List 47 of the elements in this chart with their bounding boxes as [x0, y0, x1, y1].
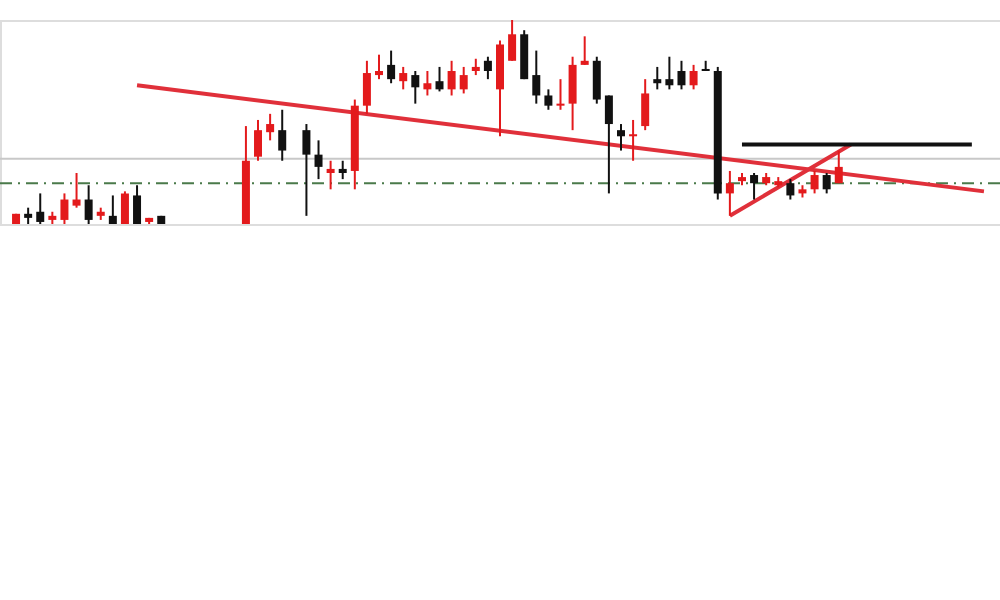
candlestick [520, 29, 529, 81]
candlestick [544, 88, 553, 111]
candlestick [496, 39, 504, 138]
candlestick [556, 78, 565, 111]
candlestick [375, 53, 384, 81]
candlestick [725, 169, 734, 217]
candlestick [810, 169, 819, 195]
candlestick [629, 118, 638, 162]
candlestick [483, 55, 492, 81]
candlestick [423, 70, 432, 97]
candlestick [786, 178, 795, 201]
candlestick [254, 118, 263, 162]
candlestick [314, 139, 323, 181]
candlestick [580, 35, 589, 66]
candlestick [72, 172, 81, 209]
candlestick [120, 190, 129, 225]
candlestick [822, 172, 831, 195]
candlestick [278, 108, 287, 162]
candlestick [532, 49, 541, 105]
candlestick [689, 63, 698, 91]
candlestick [338, 159, 347, 181]
candlestick [411, 70, 420, 105]
candlestick [604, 94, 613, 195]
candlestick [653, 65, 662, 91]
candlestick [60, 192, 69, 225]
candlestick [133, 184, 142, 225]
candlestick [266, 112, 275, 142]
candlestick [435, 65, 444, 93]
candlestick [641, 78, 650, 132]
candlestick [84, 184, 93, 225]
candlestick [302, 123, 311, 217]
candlestick [108, 194, 117, 225]
candlestick [834, 149, 843, 185]
candlestick [399, 65, 408, 91]
candlestick [326, 159, 335, 191]
candlestick [459, 65, 468, 95]
candlestick [508, 19, 517, 62]
candlestick [750, 172, 759, 201]
candlestick [616, 123, 625, 152]
candlestick [362, 59, 371, 115]
candlestick [665, 55, 674, 91]
candlestick [387, 49, 396, 85]
candlestick [592, 55, 601, 105]
candlestick [36, 192, 45, 225]
candlestick [677, 59, 686, 91]
candlestick [568, 55, 577, 132]
candlestick [447, 59, 456, 97]
